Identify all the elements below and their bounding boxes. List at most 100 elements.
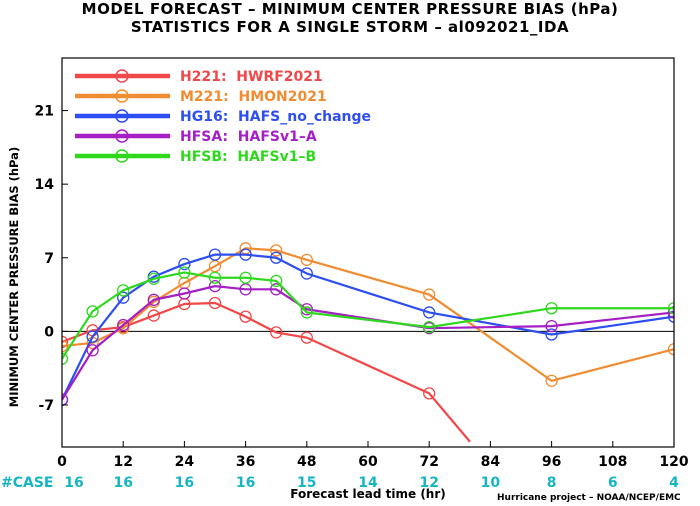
data-point <box>147 309 160 322</box>
data-point <box>86 330 99 343</box>
data-point <box>208 279 222 293</box>
case-count: 15 <box>297 475 316 491</box>
data-point <box>270 283 283 296</box>
data-point <box>300 306 313 319</box>
data-point <box>423 288 436 301</box>
case-label: #CASE <box>1 475 54 491</box>
data-point <box>178 266 191 279</box>
case-count: 16 <box>175 475 194 491</box>
case-count: 10 <box>481 475 501 491</box>
data-point <box>545 319 558 333</box>
legend-item-4: HFSB: HAFSv1–B <box>75 149 316 165</box>
data-point <box>270 326 283 339</box>
data-point <box>270 274 283 288</box>
case-count: 6 <box>608 475 618 491</box>
x-tick-label: 84 <box>481 454 501 470</box>
legend-label: HFSA: HAFSv1–A <box>180 129 317 145</box>
series-line <box>62 253 674 401</box>
data-point <box>208 248 222 261</box>
x-tick-label: 108 <box>598 454 627 470</box>
data-point <box>62 339 69 353</box>
credit-text: Hurricane project – NOAA/NCEP/EMC <box>497 493 681 503</box>
data-point <box>423 387 436 400</box>
data-point <box>423 320 436 334</box>
data-point <box>178 287 191 300</box>
y-axis-label: MINIMUM CENTER PRESSURE BIAS (hPa) <box>7 147 21 407</box>
x-tick-label: 60 <box>358 454 378 470</box>
case-count: 16 <box>236 475 255 491</box>
data-point <box>667 310 674 323</box>
legend-label: HFSB: HAFSv1–B <box>180 149 316 165</box>
series-4 <box>62 266 674 365</box>
case-count: 16 <box>64 475 83 491</box>
data-point <box>62 335 69 349</box>
x-tick-label: 24 <box>175 454 195 470</box>
data-point <box>117 284 130 297</box>
y-tick-label: 14 <box>35 177 55 193</box>
y-tick-label: -7 <box>38 398 54 414</box>
data-point <box>62 352 69 365</box>
case-count: 16 <box>113 475 132 491</box>
case-count: 12 <box>419 475 438 491</box>
legend-label: H221: HWRF2021 <box>180 69 323 85</box>
data-point <box>545 328 558 341</box>
legend-label: M221: HMON2021 <box>180 89 327 105</box>
data-point <box>667 343 674 356</box>
data-point <box>178 257 191 271</box>
series-line <box>62 271 674 360</box>
legend-marker <box>115 89 129 103</box>
x-axis-label: Forecast lead time (hr) <box>290 487 446 501</box>
data-point <box>239 271 252 284</box>
case-count: 8 <box>547 475 557 491</box>
series-0 <box>62 296 471 443</box>
data-point <box>117 318 130 332</box>
legend-marker <box>115 109 129 123</box>
series-line <box>62 301 471 443</box>
x-tick-label: 96 <box>542 454 561 470</box>
x-tick-label: 0 <box>57 454 67 470</box>
data-point <box>86 344 99 357</box>
series-3 <box>62 279 674 406</box>
data-point <box>545 374 558 387</box>
data-point <box>147 272 160 285</box>
data-point <box>300 331 313 344</box>
data-point <box>86 305 99 318</box>
x-tick-label: 12 <box>113 454 132 470</box>
series-2 <box>62 248 674 406</box>
data-point <box>208 271 222 284</box>
data-point <box>239 310 252 323</box>
case-count: 14 <box>358 475 378 491</box>
data-point <box>270 251 283 264</box>
data-point <box>208 296 222 310</box>
data-point <box>300 253 313 267</box>
legend-item-1: M221: HMON2021 <box>75 89 327 105</box>
data-point <box>423 306 436 319</box>
data-point <box>62 393 69 406</box>
data-point <box>545 302 558 315</box>
case-count: 4 <box>669 475 679 491</box>
legend-label: HG16: HAFS_no_change <box>180 109 371 125</box>
y-tick-label: 21 <box>35 104 54 120</box>
data-point <box>300 267 313 280</box>
y-tick-label: 7 <box>44 251 54 267</box>
legend-item-0: H221: HWRF2021 <box>75 69 323 85</box>
data-point <box>147 293 160 306</box>
legend-marker <box>115 69 129 83</box>
data-point <box>239 248 252 261</box>
data-point <box>300 303 313 316</box>
x-tick-label: 36 <box>236 454 255 470</box>
legend-item-3: HFSA: HAFSv1–A <box>75 129 317 145</box>
legend-marker <box>115 149 129 163</box>
x-tick-label: 48 <box>297 454 316 470</box>
data-point <box>667 306 674 319</box>
legend-marker <box>115 129 129 143</box>
legend-item-2: HG16: HAFS_no_change <box>75 109 371 125</box>
data-point <box>270 244 283 257</box>
x-tick-label: 72 <box>419 454 438 470</box>
x-tick-label: 120 <box>659 454 688 470</box>
data-point <box>667 302 674 315</box>
data-point <box>117 291 130 304</box>
y-tick-label: 0 <box>44 324 54 340</box>
series-line <box>62 285 674 401</box>
